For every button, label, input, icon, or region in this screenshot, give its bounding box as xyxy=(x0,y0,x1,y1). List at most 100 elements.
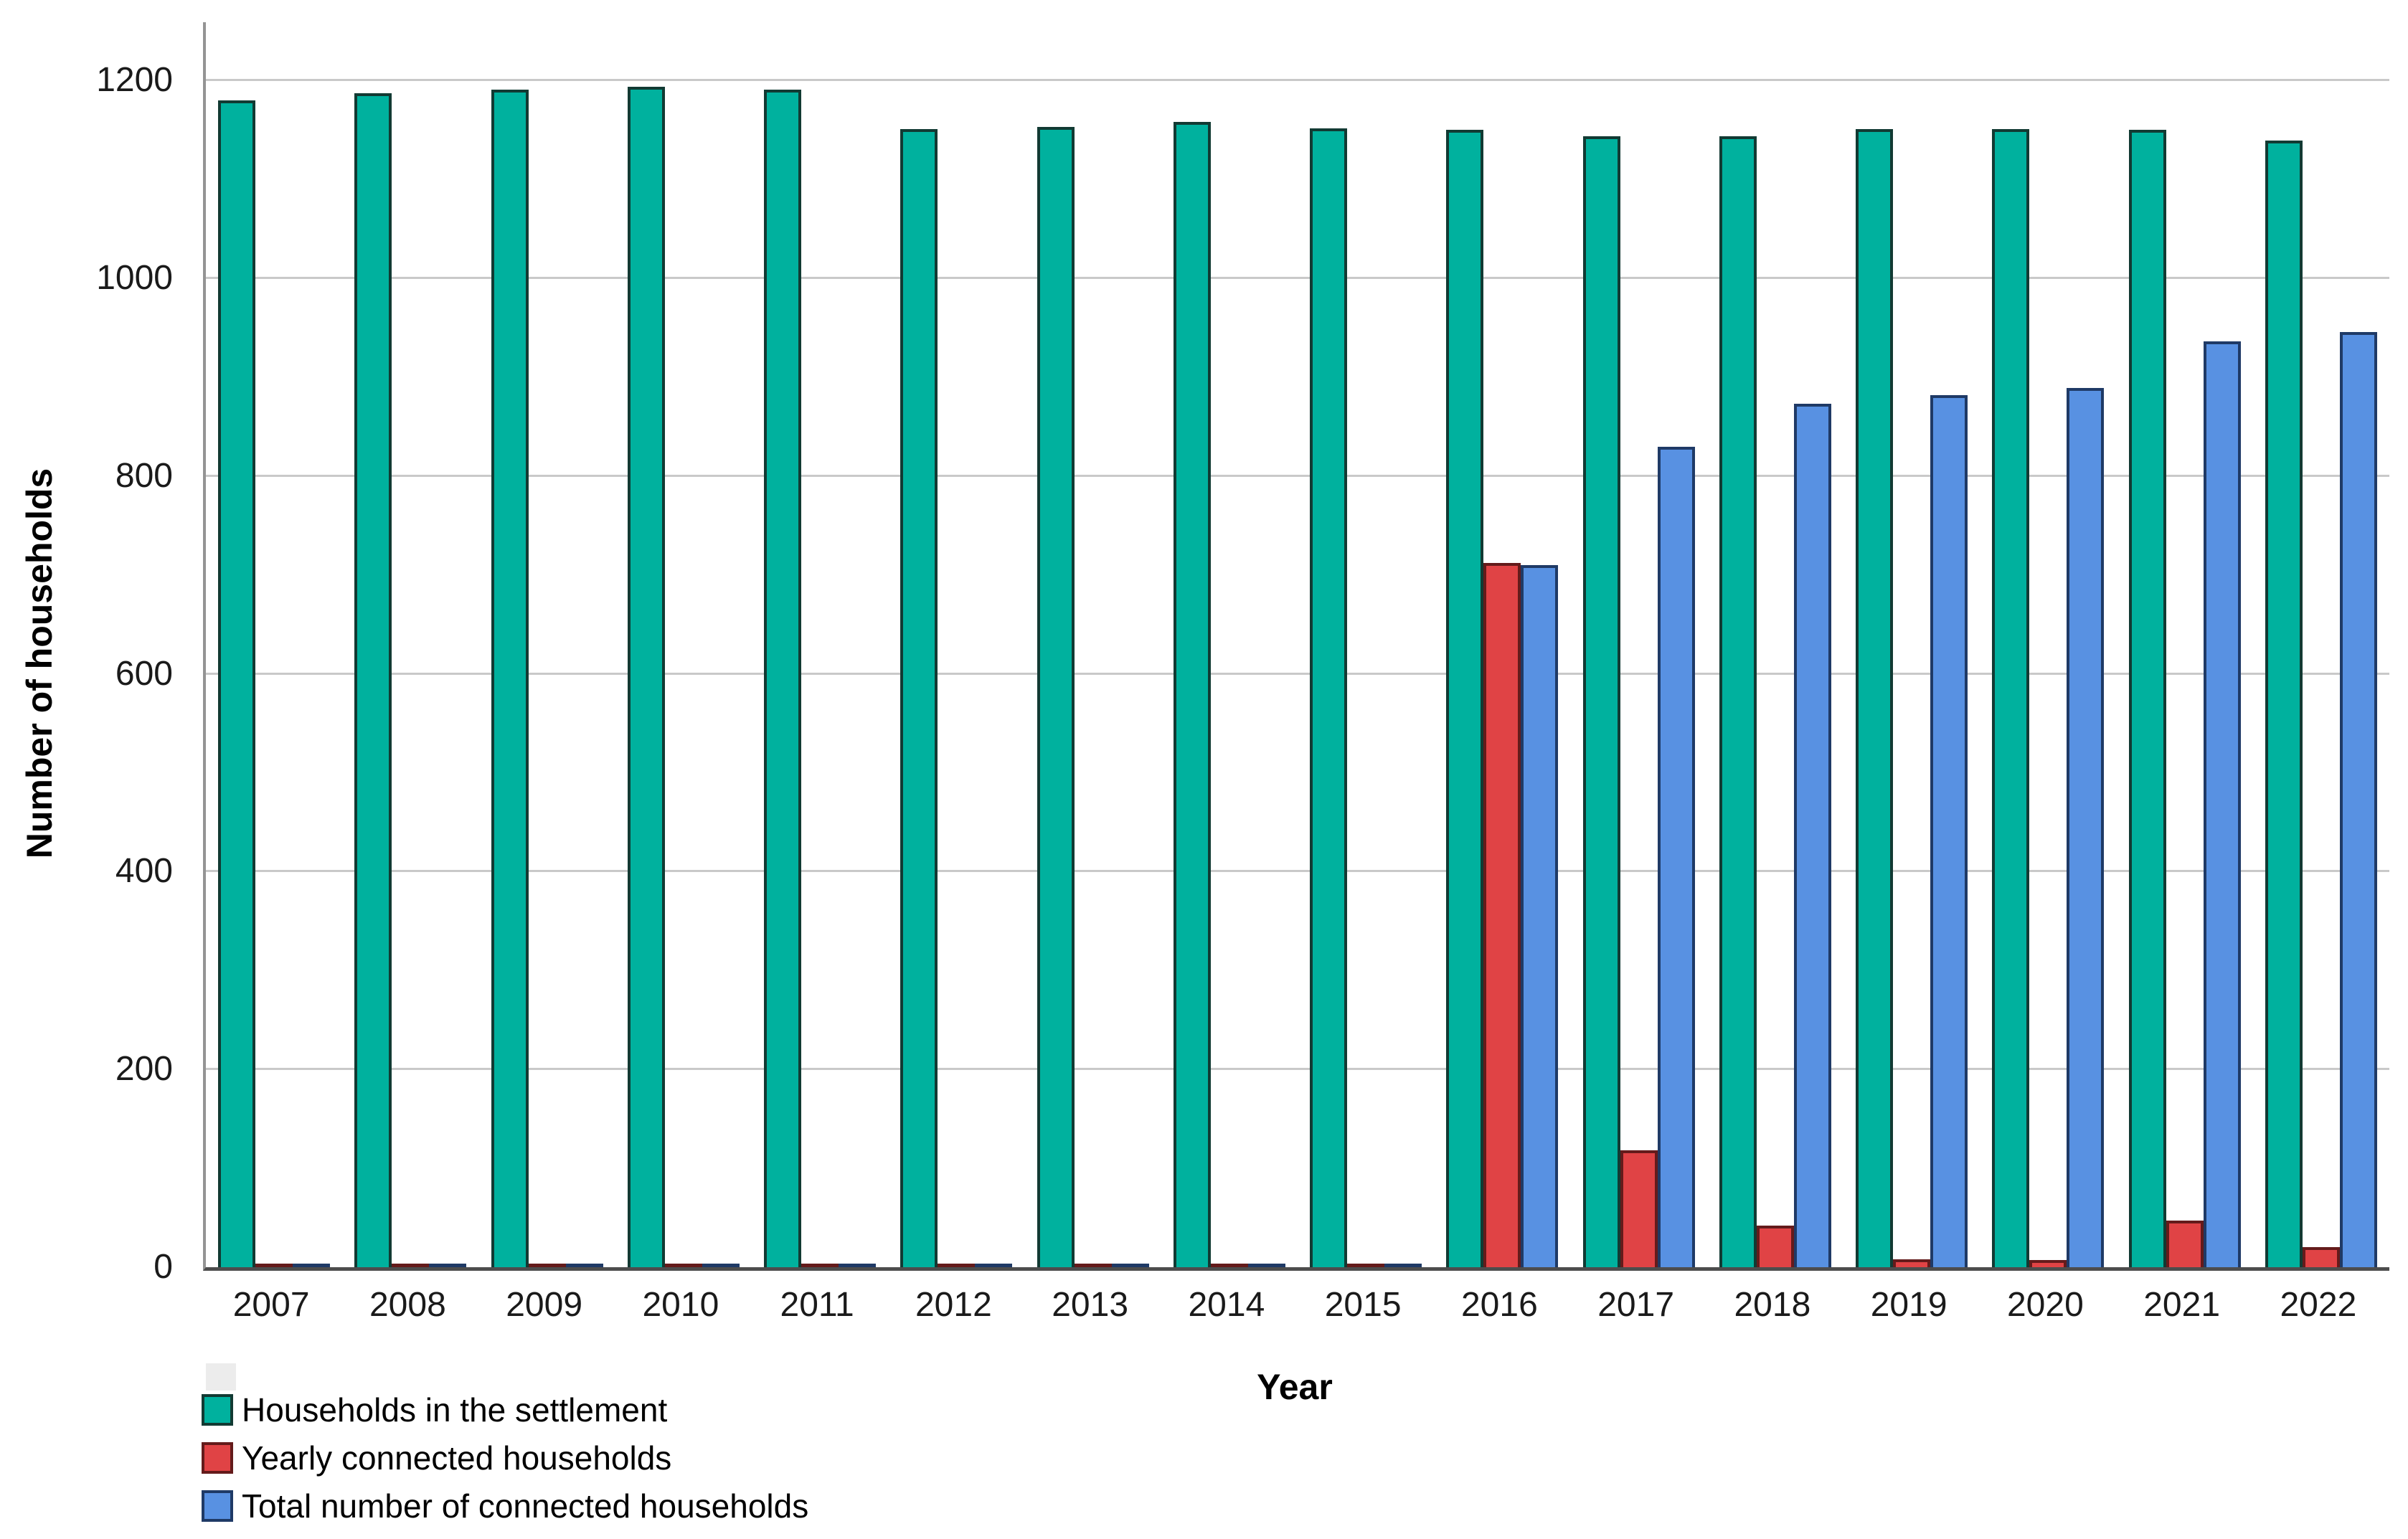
x-tick-label-2014: 2014 xyxy=(1188,1286,1265,1324)
y-tick-label: 200 xyxy=(115,1050,173,1089)
y-tick-label: 1000 xyxy=(96,259,173,298)
plot-area xyxy=(203,22,2389,1271)
x-tick-label-2019: 2019 xyxy=(1870,1286,1947,1324)
y-tick-label: 1200 xyxy=(96,61,173,100)
bar-group-2013 xyxy=(1025,22,1161,1267)
bar xyxy=(664,1264,702,1267)
bar xyxy=(1074,1264,1112,1267)
bar xyxy=(1719,136,1757,1267)
gridline-1200 xyxy=(206,79,2389,82)
bar-group-2014 xyxy=(1161,22,1298,1267)
y-tick-label: 600 xyxy=(115,654,173,693)
bar xyxy=(1930,394,1968,1267)
gridline-400 xyxy=(206,870,2389,873)
bar xyxy=(218,100,256,1267)
bar xyxy=(565,1264,603,1267)
x-tick-label-2013: 2013 xyxy=(1052,1286,1129,1324)
bar xyxy=(1037,127,1075,1267)
x-tick-label-2020: 2020 xyxy=(2006,1286,2084,1324)
x-tick-label-2008: 2008 xyxy=(369,1286,446,1324)
bar-group-2019 xyxy=(1843,22,1980,1267)
bar xyxy=(491,89,529,1267)
y-axis-tick-labels: 0 200 400 600 800 1000 1200 xyxy=(0,22,187,1284)
bar xyxy=(900,128,938,1267)
x-tick-label-2007: 2007 xyxy=(232,1286,310,1324)
legend-item: Households in the settlement xyxy=(202,1392,808,1428)
bar xyxy=(1582,136,1620,1267)
bar xyxy=(2128,130,2166,1267)
bar xyxy=(1793,404,1831,1267)
bar-group-2012 xyxy=(888,22,1024,1267)
bar xyxy=(702,1264,740,1267)
bar-group-2017 xyxy=(1571,22,1707,1267)
bar xyxy=(938,1264,976,1267)
gridline-200 xyxy=(206,1068,2389,1071)
legend-label: Households in the settlement xyxy=(242,1391,668,1429)
bar xyxy=(2029,1260,2067,1267)
bar xyxy=(801,1264,839,1267)
bar xyxy=(2302,1247,2340,1267)
bar xyxy=(1620,1150,1658,1267)
bar-group-2008 xyxy=(342,22,478,1267)
bar-group-2015 xyxy=(1298,22,1434,1267)
legend-label: Yearly connected households xyxy=(242,1439,672,1477)
bar xyxy=(1446,130,1484,1267)
bar-group-2007 xyxy=(206,22,342,1267)
bar xyxy=(627,86,665,1267)
bar xyxy=(2203,341,2241,1267)
bar xyxy=(975,1264,1013,1267)
bar xyxy=(1173,122,1211,1267)
legend-swatch-icon xyxy=(202,1490,233,1522)
bar-group-2020 xyxy=(1980,22,2116,1267)
bar xyxy=(1756,1226,1794,1267)
bar xyxy=(1657,446,1695,1267)
x-tick-label-2018: 2018 xyxy=(1734,1286,1811,1324)
bar xyxy=(764,89,802,1267)
x-tick-label-2016: 2016 xyxy=(1460,1286,1538,1324)
bar-group-2009 xyxy=(479,22,615,1267)
bar xyxy=(1310,128,1348,1267)
bar-group-2011 xyxy=(752,22,888,1267)
bar xyxy=(2166,1221,2204,1267)
gridline-1000 xyxy=(206,277,2389,280)
bar xyxy=(255,1264,293,1267)
bar xyxy=(354,93,392,1267)
x-tick-label-2009: 2009 xyxy=(506,1286,583,1324)
bar-group-2018 xyxy=(1707,22,1843,1267)
bar xyxy=(839,1264,877,1267)
bar xyxy=(2339,331,2377,1267)
bar xyxy=(1247,1264,1285,1267)
bar xyxy=(1111,1264,1149,1267)
bar xyxy=(1893,1259,1931,1267)
bar xyxy=(2265,141,2303,1267)
x-tick-label-2021: 2021 xyxy=(2143,1286,2221,1324)
bar xyxy=(1347,1264,1385,1267)
legend-swatch-icon xyxy=(202,1442,233,1474)
bar xyxy=(293,1264,331,1267)
legend-item: Total number of connected households xyxy=(202,1488,808,1524)
legend-label: Total number of connected households xyxy=(242,1487,809,1525)
gridline-600 xyxy=(206,672,2389,675)
x-tick-label-2010: 2010 xyxy=(642,1286,719,1324)
legend-ghost-square xyxy=(206,1363,236,1391)
bar-group-2022 xyxy=(2253,22,2389,1267)
legend-item: Yearly connected households xyxy=(202,1440,808,1476)
bar xyxy=(1210,1264,1248,1267)
bar-groups xyxy=(206,22,2389,1267)
x-tick-label-2017: 2017 xyxy=(1597,1286,1675,1324)
y-tick-label: 800 xyxy=(115,456,173,495)
x-tick-label-2022: 2022 xyxy=(2280,1286,2357,1324)
x-tick-label-2015: 2015 xyxy=(1324,1286,1402,1324)
bar-group-2016 xyxy=(1434,22,1570,1267)
bar xyxy=(1483,563,1521,1267)
bar xyxy=(1384,1264,1422,1267)
bar xyxy=(1856,128,1894,1267)
bar-group-2021 xyxy=(2117,22,2253,1267)
y-tick-label: 400 xyxy=(115,852,173,891)
bar xyxy=(1521,565,1559,1267)
legend-swatch-icon xyxy=(202,1394,233,1426)
bar xyxy=(2067,388,2105,1267)
bar xyxy=(528,1264,566,1267)
bar xyxy=(392,1264,430,1267)
